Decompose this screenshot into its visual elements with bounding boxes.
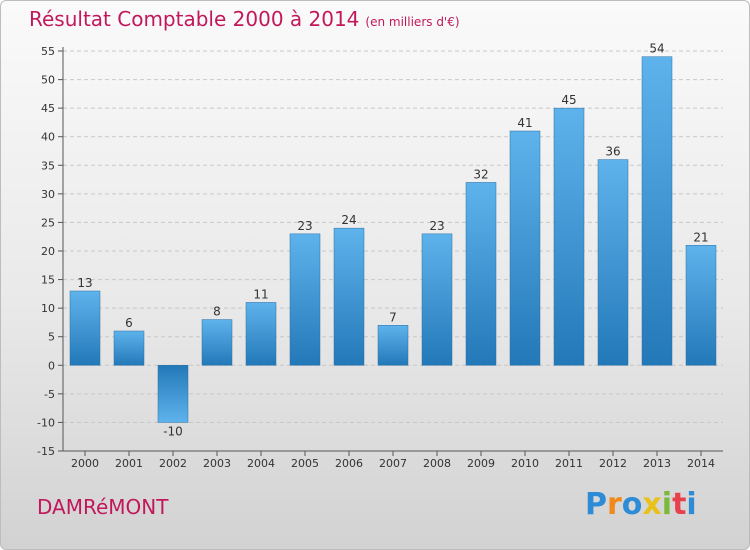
bar [201, 319, 233, 366]
data-label: -10 [163, 424, 183, 438]
y-tick-label: 10 [41, 302, 55, 315]
x-tick-label: 2005 [291, 457, 319, 470]
x-tick-label: 2008 [423, 457, 451, 470]
x-tick-label: 2007 [379, 457, 407, 470]
commune-name: DAMRéMONT [37, 495, 169, 519]
logo-letter: t [672, 487, 687, 522]
data-label: 6 [125, 316, 133, 330]
y-tick-label: 15 [41, 274, 55, 287]
logo-letter: i [661, 487, 673, 522]
logo-letter: P [585, 487, 607, 522]
bar [113, 330, 145, 366]
x-tick-label: 2006 [335, 457, 363, 470]
data-label: 24 [341, 213, 356, 227]
x-tick-label: 2002 [159, 457, 187, 470]
data-label: 45 [561, 93, 576, 107]
data-label: 32 [473, 167, 488, 181]
y-tick-label: 0 [48, 359, 55, 372]
bar [597, 159, 629, 366]
data-label: 13 [77, 276, 92, 290]
y-tick-label: -5 [44, 388, 55, 401]
x-tick-label: 2014 [687, 457, 715, 470]
logo-letter: x [642, 487, 662, 522]
logo-letter: i [686, 487, 697, 522]
bar [509, 130, 541, 366]
bar [69, 290, 101, 366]
x-tick-label: 2010 [511, 457, 539, 470]
data-label: 7 [389, 310, 397, 324]
data-label: 8 [213, 305, 221, 319]
y-tick-label: 55 [41, 45, 55, 58]
bar [553, 107, 585, 366]
x-tick-label: 2013 [643, 457, 671, 470]
x-tick-label: 2012 [599, 457, 627, 470]
logo-letter: r [607, 487, 622, 522]
y-tick-label: 5 [48, 331, 55, 344]
y-tick-label: 30 [41, 188, 55, 201]
data-label: 11 [253, 287, 268, 301]
y-tick-label: 20 [41, 245, 55, 258]
x-tick-label: 2009 [467, 457, 495, 470]
bar [685, 245, 717, 366]
logo-letter: o [621, 487, 643, 522]
y-tick-label: 50 [41, 74, 55, 87]
data-label: 41 [517, 116, 532, 130]
chart-title: Résultat Comptable 2000 à 2014 (en millie… [29, 7, 460, 31]
chart-title-text: Résultat Comptable 2000 à 2014 [29, 7, 360, 31]
bar [465, 182, 497, 366]
bar [245, 302, 277, 366]
x-tick-label: 2003 [203, 457, 231, 470]
data-label: 21 [693, 230, 708, 244]
y-tick-label: 40 [41, 131, 55, 144]
data-label: 23 [297, 219, 312, 233]
bar [421, 233, 453, 366]
x-tick-label: 2011 [555, 457, 583, 470]
y-tick-label: 45 [41, 102, 55, 115]
bar [157, 365, 189, 423]
data-label: 54 [649, 42, 664, 56]
x-tick-label: 2001 [115, 457, 143, 470]
y-tick-label: -15 [37, 445, 55, 458]
x-tick-label: 2004 [247, 457, 275, 470]
bar [289, 233, 321, 366]
data-label: 36 [605, 145, 620, 159]
bar [641, 56, 673, 366]
y-tick-label: 35 [41, 159, 55, 172]
x-tick-label: 2000 [71, 457, 99, 470]
data-label: 23 [429, 219, 444, 233]
y-tick-label: 25 [41, 216, 55, 229]
bar [377, 325, 409, 366]
y-tick-label: -10 [37, 416, 55, 429]
proxiti-logo: Proxiti [585, 487, 697, 522]
bar [333, 227, 365, 366]
chart-subtitle: (en milliers d'€) [365, 15, 460, 29]
